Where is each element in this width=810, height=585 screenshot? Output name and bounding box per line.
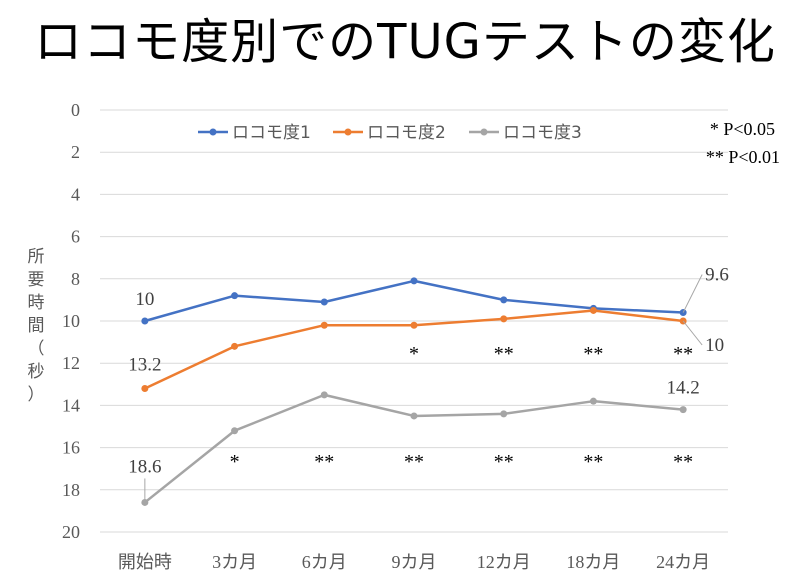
data-point	[231, 427, 239, 435]
y-tick-label: 2	[71, 142, 80, 162]
significance-marker: *	[409, 343, 419, 365]
data-point	[410, 412, 418, 420]
data-label: 14.2	[667, 378, 700, 399]
y-tick-label: 18	[62, 480, 80, 500]
series-line-1	[144, 279, 684, 323]
data-point	[141, 385, 149, 393]
y-tick-label: 12	[62, 353, 80, 373]
data-label-leader	[682, 274, 703, 313]
significance-marker: **	[673, 343, 693, 365]
data-point	[679, 406, 687, 414]
significance-marker: **	[583, 343, 603, 365]
y-axis-label-char: （	[28, 339, 45, 359]
y-axis-label-char: 時	[28, 293, 45, 313]
significance-marker: **	[314, 451, 334, 473]
significance-marker: **	[494, 451, 514, 473]
significance-marker: **	[404, 451, 424, 473]
y-axis-label-char: ）	[28, 385, 45, 405]
data-label: 13.2	[128, 355, 161, 376]
legend-label: ロコモ度2	[367, 123, 446, 143]
data-label: 10	[705, 335, 724, 356]
significance-marker: *	[230, 451, 240, 473]
y-tick-label: 20	[62, 522, 80, 542]
data-point	[410, 321, 418, 329]
data-point	[231, 342, 239, 350]
data-point	[500, 296, 508, 304]
slide-title: ロコモ度別でのTUGテストの変化	[34, 14, 776, 70]
data-point	[231, 292, 239, 300]
data-label-leader	[682, 320, 703, 346]
y-tick-label: 8	[71, 269, 80, 289]
data-point	[410, 277, 418, 285]
y-tick-label: 14	[62, 395, 80, 415]
y-axis-label-char: 所	[28, 247, 45, 267]
data-label: 9.6	[705, 265, 729, 286]
legend-label: ロコモ度1	[232, 123, 311, 143]
x-tick-label: 12カ月	[477, 552, 531, 572]
y-tick-label: 6	[71, 227, 80, 247]
y-axis-label-char: 要	[28, 270, 45, 290]
x-tick-label: 18カ月	[566, 552, 620, 572]
legend-marker	[344, 128, 352, 136]
data-label: 18.6	[128, 456, 161, 477]
significance-marker: **	[673, 451, 693, 473]
y-tick-label: 16	[62, 438, 80, 458]
p-value-note: * P<0.05	[710, 119, 775, 139]
y-tick-label: 4	[71, 184, 80, 204]
data-point	[500, 410, 508, 418]
x-tick-label: 3カ月	[212, 552, 257, 572]
x-tick-label: 9カ月	[392, 552, 437, 572]
y-axis-label-char: 秒	[28, 362, 45, 382]
data-point	[589, 397, 597, 405]
legend-marker	[209, 128, 217, 136]
x-tick-label: 6カ月	[302, 552, 347, 572]
data-point	[141, 317, 149, 325]
x-tick-label: 24カ月	[656, 552, 710, 572]
y-tick-label: 0	[71, 100, 80, 120]
data-point	[320, 391, 328, 399]
p-value-note: ** P<0.01	[706, 147, 780, 167]
data-label: 10	[135, 289, 154, 310]
data-point	[320, 298, 328, 306]
data-point	[500, 315, 508, 323]
legend-marker	[480, 128, 488, 136]
data-point	[320, 321, 328, 329]
series-line-3	[144, 393, 684, 504]
y-tick-label: 10	[62, 311, 80, 331]
significance-marker: **	[494, 343, 514, 365]
data-point	[589, 306, 597, 314]
legend-label: ロコモ度3	[503, 123, 582, 143]
x-tick-label: 開始時	[118, 552, 172, 572]
significance-marker: **	[583, 451, 603, 473]
y-axis-label-char: 間	[28, 316, 45, 336]
